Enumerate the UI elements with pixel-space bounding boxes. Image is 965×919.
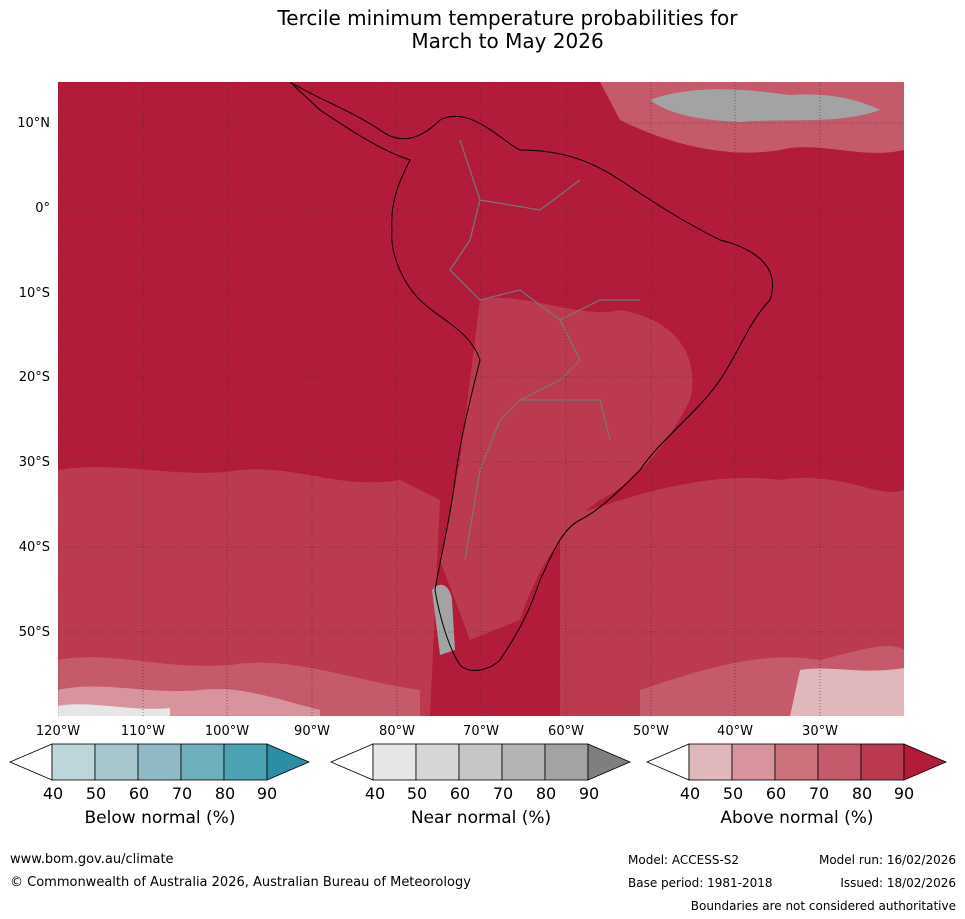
colorbar-segment (544, 743, 589, 781)
lat-label-10n: 10°N (17, 116, 50, 131)
cb-above-tick: 70 (808, 784, 830, 803)
colorbar-above-normal (645, 743, 948, 781)
colorbar-segment (223, 743, 268, 781)
map-title-line2: March to May 2026 (411, 29, 604, 53)
cb-above-tick: 80 (851, 784, 873, 803)
cb-below-tick: 90 (256, 784, 278, 803)
cb-below-label: Below normal (%) (84, 808, 236, 828)
colorbar-segment (180, 743, 225, 781)
cb-below-tick: 60 (128, 784, 150, 803)
lon-label-60w: 60°W (548, 724, 584, 739)
lon-label-120w: 120°W (35, 724, 81, 739)
border-lines (449, 139, 640, 561)
colorbar-min-extension (645, 743, 690, 781)
map-title-line1: Tercile minimum temperature probabilitie… (277, 6, 738, 30)
colorbar-segment (94, 743, 139, 781)
cb-above-tick: 90 (893, 784, 915, 803)
cb-above-tick: 60 (765, 784, 787, 803)
cb-near-tick: 40 (364, 784, 386, 803)
cb-near-tick: 90 (578, 784, 600, 803)
footer-model: Model: ACCESS-S2 (628, 853, 740, 867)
cb-below-tick: 50 (85, 784, 107, 803)
cb-below-tick: 70 (171, 784, 193, 803)
cb-above-label: Above normal (%) (720, 808, 874, 828)
cb-near-tick: 70 (492, 784, 514, 803)
lon-label-90w: 90°W (294, 724, 330, 739)
footer-issued: Issued: 18/02/2026 (840, 876, 956, 890)
lat-label-30s: 30°S (18, 455, 50, 470)
above-normal-70-region-east (560, 477, 904, 716)
above-normal-70-region (58, 467, 440, 716)
cb-below-tick: 40 (42, 784, 64, 803)
colorbar-max-extension (266, 743, 311, 781)
lat-label-20s: 20°S (18, 370, 50, 385)
lat-label-0: 0° (35, 201, 50, 216)
lat-label-10s: 10°S (18, 286, 50, 301)
colorbar-segment (372, 743, 417, 781)
colorbar-segment (688, 743, 733, 781)
cb-near-tick: 50 (406, 784, 428, 803)
cb-near-tick: 60 (449, 784, 471, 803)
above-normal-70-land (440, 297, 693, 640)
lat-label-40s: 40°S (18, 540, 50, 555)
colorbar-segment (501, 743, 546, 781)
lon-label-30w: 30°W (802, 724, 838, 739)
continent-outline (289, 82, 774, 671)
footer-url[interactable]: www.bom.gov.au/climate (10, 852, 174, 867)
near-normal-patch-south (58, 704, 170, 716)
colorbar-max-extension (903, 743, 948, 781)
above-normal-40-patch-se (790, 668, 904, 716)
lon-label-110w: 110°W (120, 724, 166, 739)
cb-near-label: Near normal (%) (410, 808, 552, 828)
footer-copyright: © Commonwealth of Australia 2026, Austra… (10, 875, 471, 890)
colorbar-segment (415, 743, 460, 781)
lon-label-80w: 80°W (379, 724, 415, 739)
cb-near-tick: 80 (535, 784, 557, 803)
lon-label-50w: 50°W (633, 724, 669, 739)
lon-label-100w: 100°W (204, 724, 250, 739)
near-normal-grey-north (650, 89, 880, 122)
footer-model-run: Model run: 16/02/2026 (818, 853, 956, 867)
graticule (58, 82, 904, 716)
lat-label-50s: 50°S (18, 625, 50, 640)
colorbar-segment (137, 743, 182, 781)
colorbar-segment (51, 743, 96, 781)
colorbar-max-extension (587, 743, 632, 781)
cb-above-tick: 40 (679, 784, 701, 803)
footer-base-period: Base period: 1981-2018 (628, 876, 773, 890)
cb-above-tick: 50 (722, 784, 744, 803)
colorbar-near-normal (329, 743, 632, 781)
colorbar-min-extension (329, 743, 374, 781)
colorbar-segment (774, 743, 819, 781)
colorbar-min-extension (8, 743, 53, 781)
lon-label-40w: 40°W (717, 724, 753, 739)
colorbar-below-normal (8, 743, 311, 781)
colorbar-segment (817, 743, 862, 781)
footer-disclaimer: Boundaries are not considered authoritat… (690, 899, 956, 913)
colorbar-segment (458, 743, 503, 781)
cb-below-tick: 80 (214, 784, 236, 803)
colorbar-segment (731, 743, 776, 781)
colorbar-segment (860, 743, 905, 781)
lon-label-70w: 70°W (463, 724, 499, 739)
